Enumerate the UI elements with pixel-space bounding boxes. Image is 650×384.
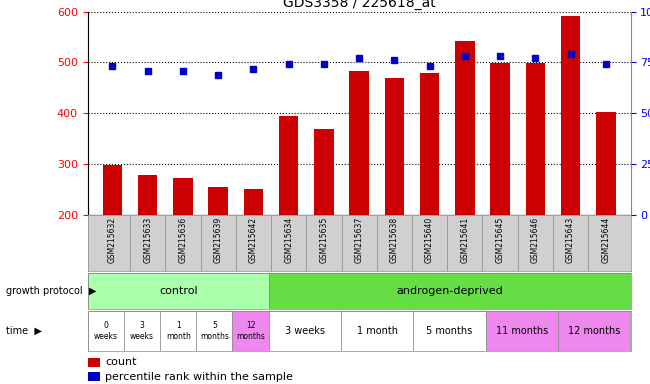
Bar [173,179,192,215]
Text: percentile rank within the sample: percentile rank within the sample [105,371,293,382]
Bar [209,187,228,215]
Text: GSM215640: GSM215640 [425,217,434,263]
Bar [268,311,341,351]
Bar [103,165,122,215]
Text: 5 months: 5 months [426,326,473,336]
Text: GSM215642: GSM215642 [249,217,258,263]
Bar [596,112,616,215]
Text: GSM215645: GSM215645 [495,217,504,263]
Text: count: count [105,357,136,367]
Text: androgen-deprived: androgen-deprived [396,286,503,296]
Text: GSM215639: GSM215639 [214,217,223,263]
Bar [88,311,124,351]
Bar [196,311,233,351]
Bar [88,273,268,309]
Bar [88,372,99,381]
Bar [558,311,630,351]
Text: 1
month: 1 month [166,321,190,341]
Bar [124,311,160,351]
Text: time  ▶: time ▶ [6,326,42,336]
Text: GSM215646: GSM215646 [531,217,540,263]
Text: 12
months: 12 months [236,321,265,341]
Bar [486,311,558,351]
Text: 5
months: 5 months [200,321,229,341]
Bar [233,311,268,351]
Text: 0
weeks: 0 weeks [94,321,118,341]
Bar [314,129,333,215]
Text: GSM215644: GSM215644 [601,217,610,263]
Text: GSM215633: GSM215633 [143,217,152,263]
Text: GSM215636: GSM215636 [178,217,187,263]
Text: GSM215638: GSM215638 [390,217,399,263]
Bar [160,311,196,351]
Title: GDS3358 / 225618_at: GDS3358 / 225618_at [283,0,436,10]
Bar [279,116,298,215]
Bar [561,16,580,215]
Text: GSM215637: GSM215637 [355,217,363,263]
Text: GSM215634: GSM215634 [284,217,293,263]
Bar [88,358,99,367]
Bar [526,63,545,215]
Bar [490,63,510,215]
Bar [413,311,486,351]
Bar [385,78,404,215]
Text: GSM215641: GSM215641 [460,217,469,263]
Text: control: control [159,286,198,296]
Bar [268,273,630,309]
Text: 12 months: 12 months [568,326,621,336]
Bar [138,175,157,215]
Text: 11 months: 11 months [496,326,548,336]
Text: growth protocol  ▶: growth protocol ▶ [6,286,97,296]
Text: GSM215632: GSM215632 [108,217,117,263]
Text: 3 weeks: 3 weeks [285,326,325,336]
Bar [244,189,263,215]
Bar [420,73,439,215]
Text: GSM215635: GSM215635 [319,217,328,263]
Bar [341,311,413,351]
Text: 1 month: 1 month [357,326,398,336]
Text: 3
weeks: 3 weeks [130,321,154,341]
Text: GSM215643: GSM215643 [566,217,575,263]
Bar [455,41,474,215]
Bar [350,71,369,215]
